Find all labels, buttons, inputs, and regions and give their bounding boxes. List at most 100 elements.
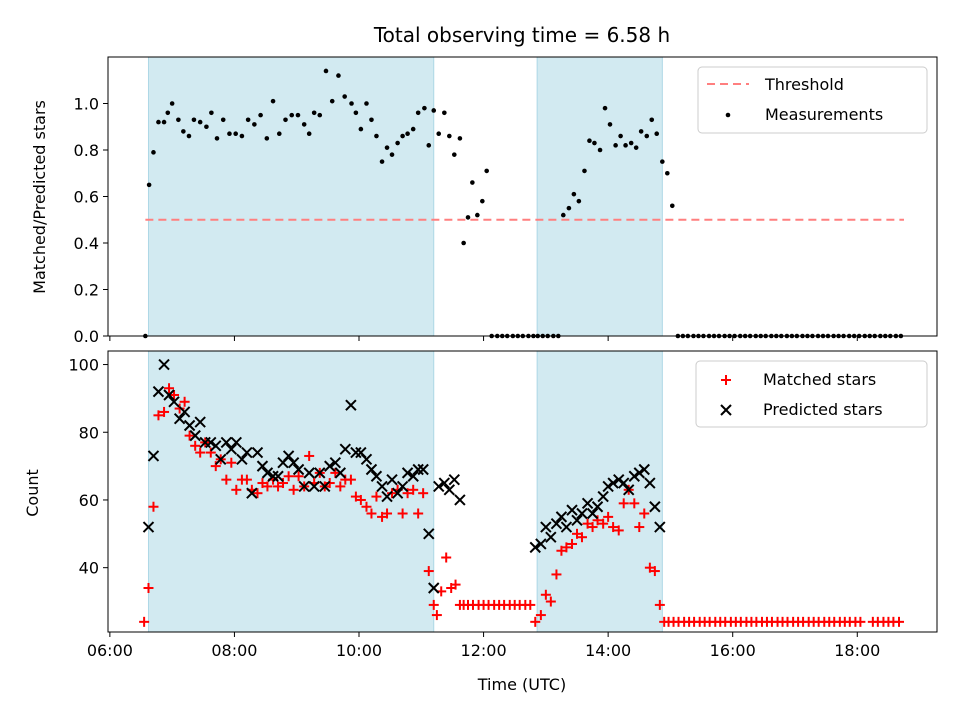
matched-star-point [423, 566, 434, 577]
measurement-point [156, 119, 161, 125]
measurement-point [295, 112, 301, 118]
matched-star-point [210, 461, 221, 472]
legend-predicted-label: Predicted stars [763, 400, 883, 419]
matched-star-point [366, 508, 377, 519]
measurement-point [465, 215, 471, 220]
matched-star-point [634, 522, 645, 533]
predicted-star-point [319, 480, 331, 493]
matched-star-point [335, 481, 346, 492]
measurement-point [426, 143, 432, 148]
predicted-star-point [602, 480, 614, 493]
measurement-point [161, 119, 167, 125]
measurement-point [607, 122, 613, 127]
predicted-star-point [407, 470, 419, 482]
predicted-star-point [581, 497, 594, 510]
matched-star-point [190, 440, 201, 451]
shaded-interval [536, 56, 663, 337]
measurement-point [220, 117, 226, 123]
matched-star-point [561, 542, 572, 553]
matched-star-point [592, 515, 603, 526]
predicted-star-point [324, 460, 336, 472]
matched-star-point [545, 596, 556, 607]
predicted-star-point [256, 460, 269, 472]
shaded-interval [536, 350, 663, 633]
y-tick-label: 0.0 [74, 327, 99, 346]
matched-star-point [241, 474, 252, 485]
measurement-point [669, 203, 675, 209]
measurement-point [323, 68, 329, 74]
measurement-point [197, 119, 203, 125]
predicted-star-point [545, 531, 557, 543]
matched-star-point [402, 488, 413, 499]
measurement-point [369, 117, 374, 123]
matched-star-point [371, 491, 382, 502]
bottom-shaded-intervals [147, 350, 663, 633]
measurement-point [191, 117, 197, 123]
measurement-point [306, 131, 312, 137]
measurement-point [204, 124, 209, 130]
predicted-star-point [381, 490, 393, 503]
measurement-point [582, 168, 587, 174]
measurement-point [336, 73, 341, 78]
matched-star-point [221, 474, 232, 485]
predicted-star-point [168, 396, 180, 408]
measurement-point [214, 136, 220, 141]
predicted-star-point [391, 487, 404, 499]
x-tick-label: 08:00 [211, 641, 257, 660]
predicted-star-point [433, 480, 445, 493]
measurement-point [457, 136, 463, 141]
measurement-point [447, 133, 452, 139]
measurement-point [633, 145, 639, 150]
measurement-point [389, 152, 395, 157]
measurement-point [442, 110, 447, 116]
top-legend: Threshold Measurements [697, 66, 928, 134]
predicted-star-point [282, 450, 295, 462]
matched-star-point [654, 599, 665, 610]
predicted-star-point [292, 463, 305, 476]
top-x-ticks [109, 336, 858, 341]
measurement-point [239, 133, 245, 139]
predicted-star-point [210, 440, 222, 452]
predicted-star-point [560, 521, 573, 533]
matched-star-point [205, 447, 216, 458]
predicted-star-point [189, 429, 201, 442]
measurement-point [209, 110, 214, 116]
matched-star-point [226, 457, 237, 468]
top-y-axis-label: Matched/Predicted stars [30, 100, 49, 294]
matched-star-point [530, 616, 541, 627]
matched-star-point [382, 508, 393, 519]
predicted-star-point [428, 582, 440, 594]
predicted-star-point [194, 416, 206, 428]
matched-star-point [148, 501, 159, 512]
bottom-x-ticks: 06:00 08:00 10:00 12:00 14:00 16:00 18:00 [87, 632, 880, 660]
measurement-point [329, 98, 335, 104]
predicted-star-point [350, 446, 362, 459]
measurement-point [245, 117, 251, 123]
matched-star-point [894, 616, 905, 627]
matched-star-point [159, 406, 170, 417]
bottom-legend: Matched stars Predicted stars [695, 360, 928, 428]
predicted-star-point [220, 436, 233, 449]
measurement-point [660, 159, 665, 164]
matched-star-point [441, 552, 452, 563]
predicted-star-point [334, 467, 347, 479]
predicted-star-point [163, 389, 175, 401]
measurement-point [264, 136, 270, 141]
matched-star-point [618, 498, 629, 509]
predicted-star-point [261, 467, 274, 479]
predicted-star-point [396, 480, 409, 493]
top-y-ticks: 0.0 0.2 0.4 0.6 0.8 1.0 [74, 95, 108, 346]
measurement-point [665, 170, 670, 176]
matched-star-point [608, 522, 619, 533]
predicted-star-point [638, 463, 650, 476]
matched-star-point [174, 403, 185, 414]
measurement-point [592, 140, 597, 146]
predicted-star-point [365, 463, 378, 476]
matched-star-point [153, 410, 164, 421]
measurement-point [364, 101, 369, 106]
measurement-point [283, 117, 288, 123]
measurement-point [349, 101, 354, 106]
matched-star-point [184, 430, 195, 441]
measurement-point [151, 150, 156, 155]
predicted-star-point [644, 477, 656, 489]
